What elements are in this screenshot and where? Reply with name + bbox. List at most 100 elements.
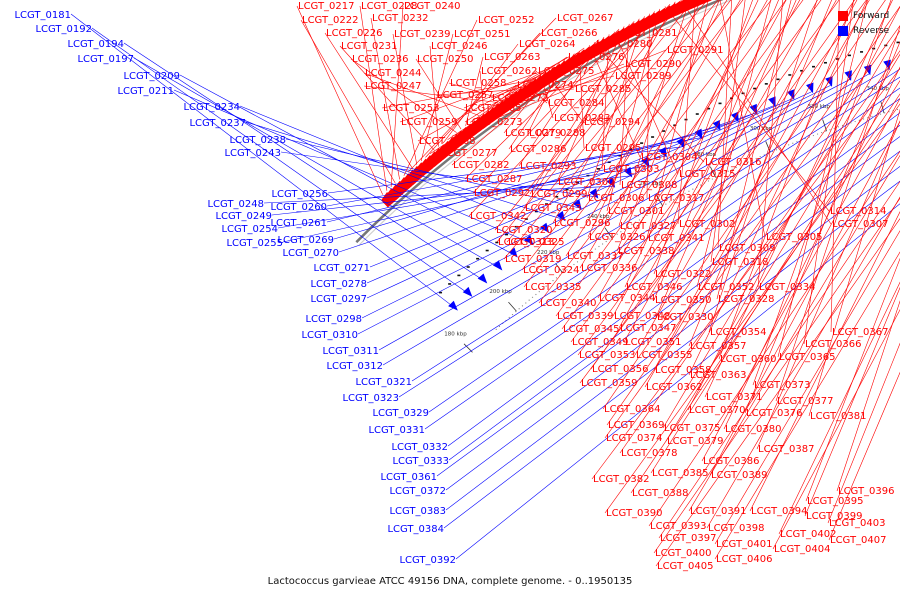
forward-gene-label: LCGT_0386: [703, 456, 760, 467]
feature-fragment: [835, 58, 839, 60]
forward-leader-line: [439, 47, 585, 154]
ruler-dot: [576, 261, 579, 263]
forward-gene-label: LCGT_0228: [361, 1, 418, 12]
forward-gene-label: LCGT_0350: [655, 295, 712, 306]
reverse-leader-line: [445, 165, 900, 511]
forward-leader-line: [778, 281, 900, 535]
forward-leader-line: [370, 17, 400, 180]
forward-leader-line: [511, 88, 575, 94]
reverse-gene-label: LCGT_0249: [215, 211, 272, 222]
reverse-gene-label: LCGT_0332: [391, 442, 448, 453]
forward-gene-label: LCGT_0371: [706, 392, 763, 403]
forward-gene-label: LCGT_0273: [466, 117, 523, 128]
ruler-dot: [605, 240, 607, 243]
forward-gene-label: LCGT_0393: [650, 521, 707, 532]
feature-fragment: [730, 97, 734, 100]
scale-tick-label: 340 kbp: [866, 86, 889, 92]
scale-tick-label: 300 kbp: [750, 126, 773, 132]
forward-leader-line: [808, 108, 900, 417]
forward-leader-line: [363, 85, 498, 103]
reverse-leader-line: [263, 185, 615, 204]
forward-leader-line: [827, 342, 900, 524]
forward-gene-label: LCGT_0378: [621, 448, 678, 459]
forward-gene-label: LCGT_0276: [568, 52, 625, 63]
forward-gene-label: LCGT_0395: [807, 496, 864, 507]
forward-gene-label: LCGT_0319: [505, 254, 562, 265]
reverse-gene-label: LCGT_0271: [313, 263, 370, 274]
reverse-leader-line: [326, 137, 702, 207]
forward-leader-line: [521, 0, 732, 271]
forward-leader-line: [836, 300, 900, 492]
forward-leader-line: [555, 0, 787, 317]
reverse-gene-label: LCGT_0298: [305, 314, 362, 325]
forward-leader-line: [723, 66, 900, 430]
forward-leader-line: [604, 103, 900, 514]
forward-gene-label: LCGT_0351: [625, 337, 682, 348]
ruler-dot: [573, 263, 575, 266]
forward-gene-label: LCGT_0354: [710, 327, 767, 338]
forward-gene-label: LCGT_0250: [417, 54, 474, 65]
forward-leader-line: [664, 6, 830, 212]
reverse-gene-label: LCGT_0333: [392, 456, 449, 467]
feature-fragment: [695, 113, 699, 115]
forward-leader-line: [324, 32, 413, 169]
reverse-gene-block: [863, 64, 872, 76]
forward-gene-label: LCGT_0407: [830, 535, 887, 546]
forward-gene-block: [397, 176, 412, 193]
forward-leader-line: [744, 41, 900, 414]
forward-gene-label: LCGT_0251: [454, 29, 511, 40]
reverse-gene-block: [589, 188, 599, 199]
forward-leader-line: [688, 154, 900, 512]
forward-gene-label: LCGT_0358: [655, 365, 712, 376]
ruler-dot: [711, 178, 713, 180]
feature-fragment: [800, 69, 804, 72]
forward-gene-label: LCGT_0325: [508, 237, 565, 248]
ruler-dot: [669, 201, 671, 203]
forward-gene-label: LCGT_0374: [606, 433, 663, 444]
ruler-dot: [638, 219, 641, 221]
forward-leader-line: [658, 180, 900, 539]
forward-gene-label: LCGT_0377: [777, 396, 834, 407]
feature-fragment: [505, 233, 509, 236]
ruler-dot: [727, 170, 729, 172]
ruler-dot: [821, 131, 823, 134]
forward-gene-label: LCGT_0401: [716, 539, 773, 550]
ruler-dot: [755, 157, 757, 160]
ruler-dot: [688, 190, 690, 192]
forward-gene-label: LCGT_0313: [498, 237, 555, 248]
reverse-gene-label: LCGT_0254: [221, 224, 278, 235]
forward-gene-label: LCGT_0299: [531, 189, 588, 200]
forward-gene-label: LCGT_0397: [660, 533, 717, 544]
forward-gene-label: LCGT_0402: [780, 529, 837, 540]
ruler-dot: [508, 316, 510, 319]
forward-gene-label: LCGT_0322: [655, 269, 712, 280]
feature-fragment: [495, 241, 499, 244]
forward-leader-line: [653, 0, 753, 275]
reverse-leader-line: [277, 165, 649, 229]
reverse-gene-block: [749, 103, 758, 115]
reverse-gene-label: LCGT_0238: [229, 135, 286, 146]
forward-leader-line: [435, 89, 517, 96]
ruler-dot: [609, 238, 611, 240]
forward-gene-block: [393, 180, 408, 197]
forward-leader-line: [451, 39, 600, 166]
forward-gene-label: LCGT_0376: [746, 408, 803, 419]
ruler-dot: [566, 269, 568, 271]
forward-leader-line: [587, 0, 702, 238]
forward-leader-line: [648, 150, 900, 527]
reverse-gene-label: LCGT_0255: [226, 238, 283, 249]
ruler-dot: [591, 250, 593, 253]
forward-gene-label: LCGT_0336: [581, 263, 638, 274]
ruler-dot: [871, 115, 873, 118]
ruler-dot: [569, 266, 572, 268]
forward-gene-label: LCGT_0387: [758, 444, 815, 455]
forward-gene-label: LCGT_0296: [554, 218, 611, 229]
forward-leader-line: [442, 43, 519, 144]
reverse-gene-label: LCGT_0384: [387, 524, 444, 535]
ruler-dot: [731, 168, 733, 170]
forward-gene-label: LCGT_0388: [632, 488, 689, 499]
ruler-dot: [495, 328, 497, 330]
feature-fragment: [596, 168, 600, 170]
forward-gene-label: LCGT_0406: [716, 554, 773, 565]
